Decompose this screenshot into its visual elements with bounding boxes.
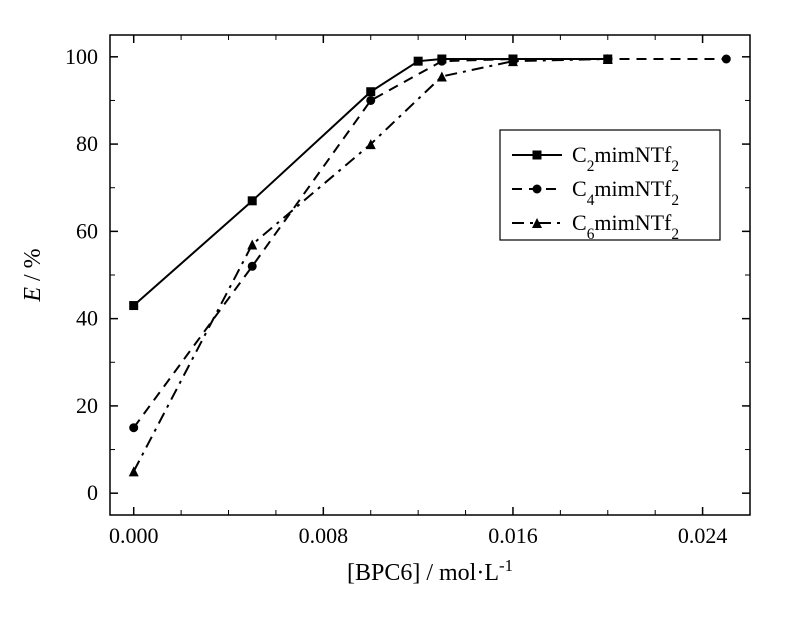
line-chart: 0.000 0.008 0.016 0.024 0 20 40 60 80 100 [BPC6] /… — [0, 0, 800, 617]
svg-text:100: 100 — [65, 44, 98, 69]
svg-text:40: 40 — [76, 306, 98, 331]
svg-text:80: 80 — [76, 131, 98, 156]
svg-text:60: 60 — [76, 218, 98, 243]
svg-text:E / %: E / % — [20, 248, 46, 302]
svg-text:[BPC6] / mol·L-1: [BPC6] / mol·L-1 — [347, 556, 513, 587]
svg-text:0.008: 0.008 — [299, 523, 349, 548]
svg-text:0: 0 — [87, 480, 98, 505]
svg-text:0.024: 0.024 — [678, 523, 728, 548]
svg-text:20: 20 — [76, 393, 98, 418]
svg-text:0.016: 0.016 — [488, 523, 538, 548]
chart-container: 0.000 0.008 0.016 0.024 0 20 40 60 80 100 [BPC6] /… — [0, 0, 800, 617]
svg-text:0.000: 0.000 — [109, 523, 159, 548]
